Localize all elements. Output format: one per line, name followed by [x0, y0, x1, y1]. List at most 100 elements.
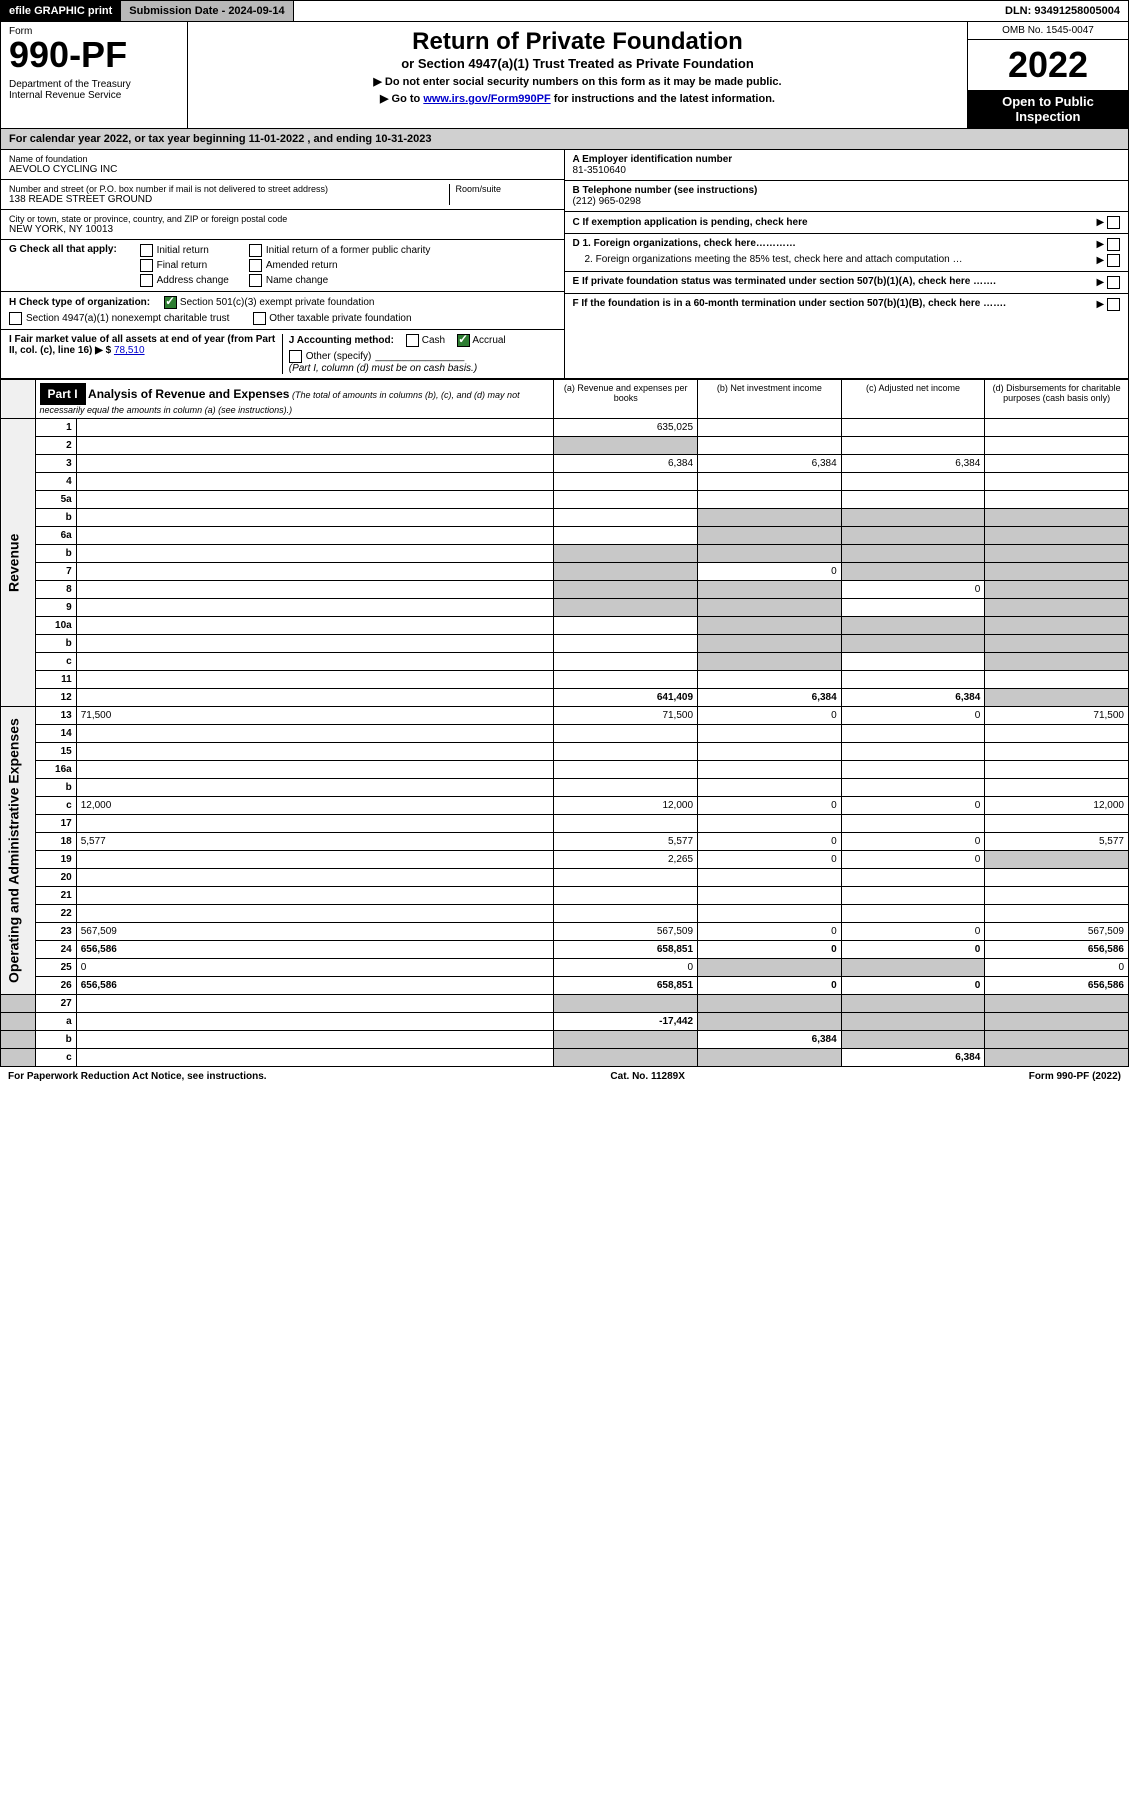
- section-ij: I Fair market value of all assets at end…: [1, 330, 564, 378]
- line-description: [76, 1013, 554, 1031]
- value-col-b: [698, 617, 842, 635]
- line-description: [76, 869, 554, 887]
- foundation-name-cell: Name of foundation AEVOLO CYCLING INC: [1, 150, 564, 180]
- value-col-b: [698, 581, 842, 599]
- table-row: 70: [1, 563, 1129, 581]
- value-col-d: [985, 869, 1129, 887]
- value-col-c: [841, 743, 985, 761]
- value-col-b: [698, 419, 842, 437]
- line-description: [76, 509, 554, 527]
- value-col-d: 656,586: [985, 941, 1129, 959]
- line-description: 656,586: [76, 977, 554, 995]
- foundation-name: AEVOLO CYCLING INC: [9, 164, 556, 175]
- value-col-a: 2,265: [554, 851, 698, 869]
- line-description: [76, 905, 554, 923]
- value-col-b: [698, 869, 842, 887]
- value-col-c: [841, 509, 985, 527]
- g-opt-5: Name change: [266, 275, 328, 286]
- value-col-a: [554, 509, 698, 527]
- value-col-c: 0: [841, 797, 985, 815]
- line-description: [76, 419, 554, 437]
- phone-cell: B Telephone number (see instructions) (2…: [565, 181, 1129, 212]
- line-description: [76, 689, 554, 707]
- value-col-a: [554, 1049, 698, 1067]
- dln: DLN: 93491258005004: [997, 1, 1128, 21]
- table-row: 24656,586658,85100656,586: [1, 941, 1129, 959]
- value-col-a: [554, 653, 698, 671]
- checkbox-name-change[interactable]: [249, 274, 262, 287]
- value-col-c: [841, 527, 985, 545]
- value-col-d: [985, 1031, 1129, 1049]
- checkbox-d1[interactable]: [1107, 238, 1120, 251]
- checkbox-501c3[interactable]: [164, 296, 177, 309]
- value-col-a: [554, 1031, 698, 1049]
- omb-number: OMB No. 1545-0047: [968, 22, 1128, 40]
- line-number: 8: [35, 581, 76, 599]
- top-bar: efile GRAPHIC print Submission Date - 20…: [0, 0, 1129, 22]
- city-label: City or town, state or province, country…: [9, 214, 556, 224]
- table-row: 192,26500: [1, 851, 1129, 869]
- value-col-a: [554, 761, 698, 779]
- table-row: b: [1, 545, 1129, 563]
- line-number: 24: [35, 941, 76, 959]
- checkbox-initial-return[interactable]: [140, 244, 153, 257]
- table-row: 2: [1, 437, 1129, 455]
- value-col-d: [985, 545, 1129, 563]
- value-col-a: 71,500: [554, 707, 698, 725]
- checkbox-cash[interactable]: [406, 334, 419, 347]
- address-value: 138 READE STREET GROUND: [9, 194, 449, 205]
- checkbox-other-taxable[interactable]: [253, 312, 266, 325]
- checkbox-address-change[interactable]: [140, 274, 153, 287]
- value-col-a: 635,025: [554, 419, 698, 437]
- line-description: 71,500: [76, 707, 554, 725]
- value-col-d: [985, 581, 1129, 599]
- checkbox-final-return[interactable]: [140, 259, 153, 272]
- value-col-d: [985, 455, 1129, 473]
- value-col-c: [841, 1013, 985, 1031]
- line-description: [76, 743, 554, 761]
- checkbox-e[interactable]: [1107, 276, 1120, 289]
- value-col-b: 0: [698, 851, 842, 869]
- table-row: b: [1, 635, 1129, 653]
- checkbox-f[interactable]: [1107, 298, 1120, 311]
- sub3-post: for instructions and the latest informat…: [551, 93, 775, 105]
- checkbox-amended[interactable]: [249, 259, 262, 272]
- value-col-c: 0: [841, 977, 985, 995]
- line-number: 9: [35, 599, 76, 617]
- value-col-b: 0: [698, 923, 842, 941]
- checkbox-c[interactable]: [1107, 216, 1120, 229]
- value-col-c: 0: [841, 941, 985, 959]
- value-col-a: [554, 815, 698, 833]
- value-col-a: -17,442: [554, 1013, 698, 1031]
- form-subtitle2: ▶ Do not enter social security numbers o…: [196, 75, 959, 88]
- line-description: [76, 779, 554, 797]
- checkbox-accrual[interactable]: [457, 334, 470, 347]
- j-label: J Accounting method:: [289, 335, 394, 346]
- line-description: [76, 653, 554, 671]
- line-number: 13: [35, 707, 76, 725]
- info-left: Name of foundation AEVOLO CYCLING INC Nu…: [1, 150, 565, 378]
- col-d: (d) Disbursements for charitable purpose…: [985, 380, 1129, 419]
- e-cell: E If private foundation status was termi…: [565, 272, 1129, 294]
- value-col-b: [698, 545, 842, 563]
- value-col-c: [841, 905, 985, 923]
- checkbox-4947a1[interactable]: [9, 312, 22, 325]
- line-description: [76, 887, 554, 905]
- value-col-c: [841, 653, 985, 671]
- value-col-a: [554, 599, 698, 617]
- line-number: 3: [35, 455, 76, 473]
- value-col-a: 12,000: [554, 797, 698, 815]
- h-opt2: Section 4947(a)(1) nonexempt charitable …: [26, 313, 229, 324]
- checkbox-initial-former[interactable]: [249, 244, 262, 257]
- table-row: 25000: [1, 959, 1129, 977]
- instructions-link[interactable]: www.irs.gov/Form990PF: [423, 93, 550, 105]
- line-description: 0: [76, 959, 554, 977]
- value-col-d: 0: [985, 959, 1129, 977]
- checkbox-other-method[interactable]: [289, 350, 302, 363]
- g-opt-4: Amended return: [266, 260, 338, 271]
- value-col-c: 0: [841, 833, 985, 851]
- line-number: c: [35, 653, 76, 671]
- checkbox-d2[interactable]: [1107, 254, 1120, 267]
- line-description: [76, 545, 554, 563]
- line-number: b: [35, 635, 76, 653]
